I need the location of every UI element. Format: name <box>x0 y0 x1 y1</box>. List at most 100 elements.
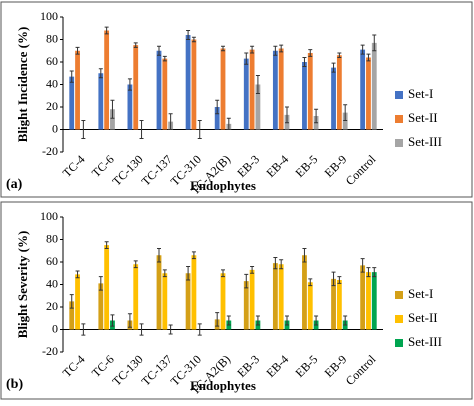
error-bar <box>191 36 196 43</box>
bar <box>243 58 249 130</box>
panel-label: (a) <box>6 177 23 192</box>
error-bar <box>314 108 319 124</box>
x-tick-label: TC-137 <box>139 152 175 188</box>
x-tick-label: EB-5 <box>293 352 321 380</box>
error-bar <box>215 312 220 327</box>
bar <box>75 50 80 130</box>
y-tick-label: 60 <box>46 254 58 268</box>
error-bar <box>186 266 191 281</box>
bar <box>366 272 371 330</box>
legend-swatch <box>395 339 403 347</box>
error-bar <box>255 315 260 326</box>
error-bar <box>285 315 289 326</box>
y-axis-title: Blight Severity (%) <box>15 231 30 339</box>
bar <box>331 278 336 330</box>
error-bar <box>162 269 167 278</box>
bar <box>104 30 110 130</box>
error-bar <box>360 44 365 55</box>
error-bar <box>308 49 313 57</box>
error-bar <box>226 117 231 130</box>
error-bar <box>221 45 225 52</box>
error-bar <box>273 45 278 56</box>
bar <box>243 281 249 330</box>
error-bar <box>215 99 220 115</box>
y-tick-label: 40 <box>46 76 58 90</box>
bar <box>220 48 226 130</box>
y-tick-label: 80 <box>46 31 58 45</box>
error-bar <box>139 323 144 336</box>
error-bar <box>133 42 138 48</box>
error-bar <box>279 44 284 53</box>
y-tick-label: 100 <box>40 9 58 23</box>
error-bar <box>366 53 371 62</box>
bar <box>302 62 307 130</box>
bar <box>162 58 168 130</box>
error-bar <box>331 271 336 287</box>
legend-label: Set-I <box>408 286 433 301</box>
error-bar <box>98 276 103 291</box>
error-bar <box>302 248 307 263</box>
y-tick-label: 0 <box>52 321 58 335</box>
x-axis-title: Endophytes <box>190 378 256 393</box>
bar <box>336 280 342 330</box>
error-bar <box>127 78 132 91</box>
bar <box>75 274 80 330</box>
bar <box>220 273 226 330</box>
legend-swatch <box>395 291 403 299</box>
bar <box>98 283 104 330</box>
bar <box>255 84 261 130</box>
x-tick-label: EB-5 <box>293 152 321 180</box>
bar <box>191 255 197 330</box>
error-bar <box>337 276 342 284</box>
error-bar <box>75 270 80 279</box>
error-bar <box>75 46 80 55</box>
y-tick-label: 60 <box>46 54 58 68</box>
x-axis-title: Endophytes <box>190 178 256 193</box>
error-bar <box>360 258 365 273</box>
y-tick-label: 20 <box>46 299 58 313</box>
bar <box>360 49 366 130</box>
y-axis-title: Blight Incidence (%) <box>15 27 30 143</box>
x-tick-label: TC-137 <box>139 352 175 388</box>
error-bar <box>133 260 138 269</box>
error-bar <box>221 269 225 278</box>
y-tick-label: 80 <box>46 231 58 245</box>
error-bar <box>331 62 336 73</box>
y-tick-label: 0 <box>52 121 58 135</box>
error-bar <box>127 313 132 328</box>
bar <box>110 109 115 130</box>
x-tick-label: TC-130 <box>109 352 145 388</box>
bar <box>342 112 348 130</box>
error-bar <box>110 314 115 327</box>
error-bar <box>337 52 342 58</box>
bar <box>272 263 278 330</box>
y-tick-label: 40 <box>46 276 58 290</box>
x-tick-label: EB-4 <box>263 352 291 380</box>
x-tick-label: EB-3 <box>234 352 262 380</box>
y-tick-label: 100 <box>40 209 58 223</box>
legend-label: Set-III <box>408 334 442 349</box>
bar <box>69 301 75 330</box>
error-bar <box>157 248 161 263</box>
error-bar <box>110 99 115 119</box>
error-bar <box>255 75 260 94</box>
panel-frame <box>0 1 473 198</box>
error-bar <box>343 315 348 326</box>
x-tick-label: Control <box>343 152 379 188</box>
bar <box>331 67 336 130</box>
bar <box>278 48 284 130</box>
bar <box>185 35 191 130</box>
bar <box>104 245 110 330</box>
bar <box>360 265 366 330</box>
x-tick-label: EB-3 <box>234 152 262 180</box>
legend-label: Set-III <box>408 134 442 149</box>
bar <box>278 264 284 330</box>
error-bar <box>197 120 202 139</box>
legend-swatch <box>395 315 403 323</box>
x-tick-label: EB-4 <box>263 152 291 180</box>
bar <box>133 264 139 330</box>
error-bar <box>302 57 307 67</box>
legend-swatch <box>395 139 403 147</box>
error-bar <box>69 70 74 83</box>
bar <box>302 255 307 330</box>
